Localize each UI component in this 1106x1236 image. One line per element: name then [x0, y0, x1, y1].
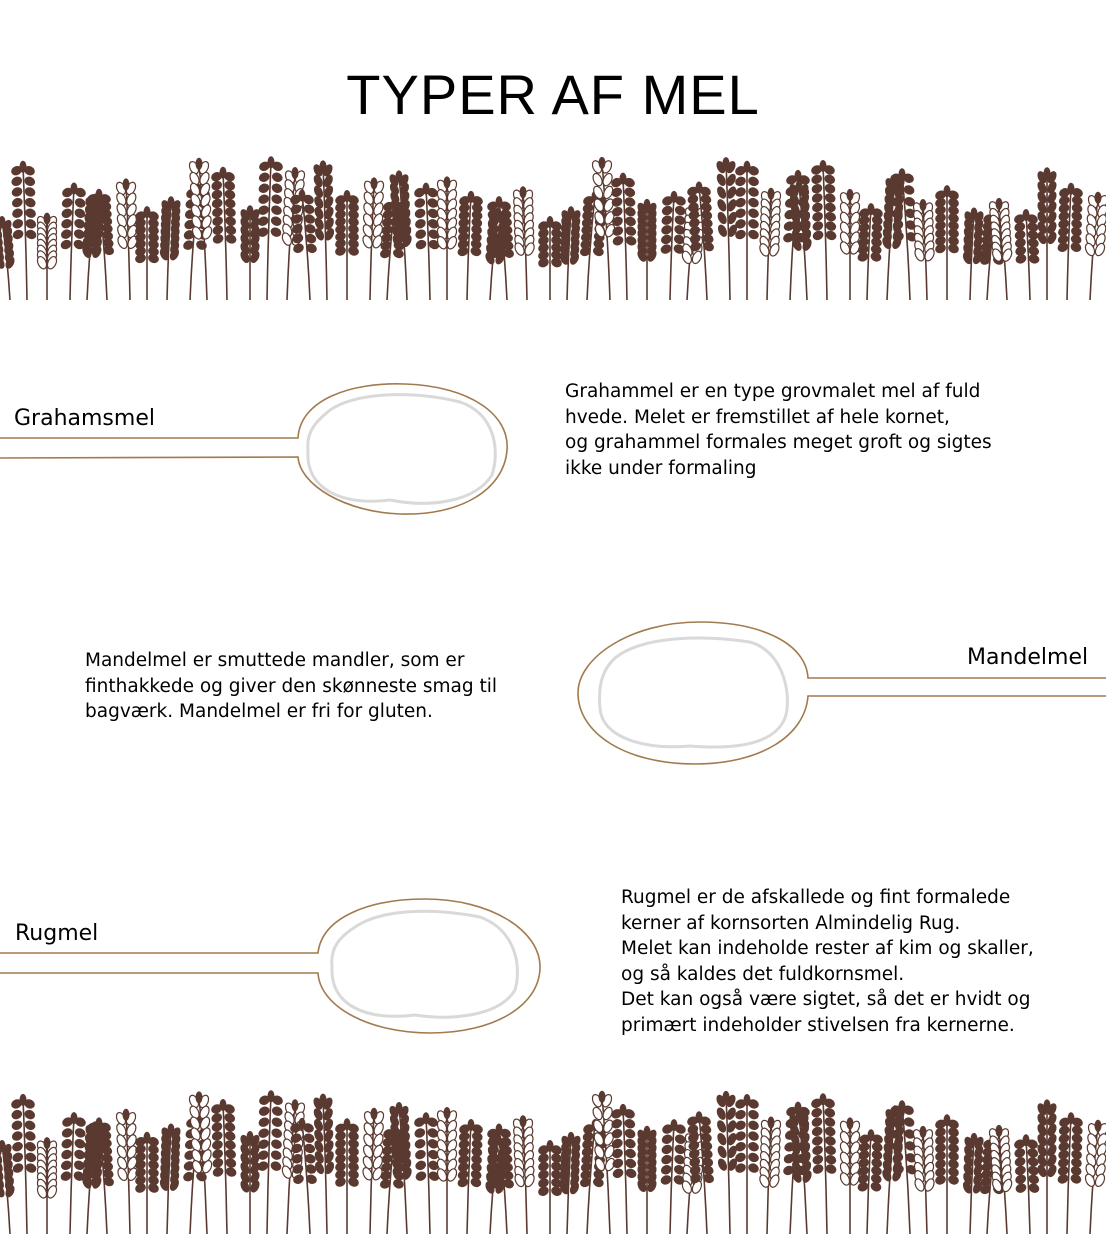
spoon-mandelmel [570, 618, 1106, 772]
flour-description-grahamsmel: Grahammel er en type grovmalet mel af fu… [565, 381, 992, 479]
spoon-rugmel [0, 895, 545, 1037]
spoon-icon [0, 383, 508, 515]
spoon-icon [0, 898, 541, 1034]
wheat-border-top [0, 150, 1106, 310]
spoon-grahamsmel [0, 380, 520, 520]
wheat-border-bottom [0, 1086, 1106, 1236]
wheat-stalks-icon [0, 1090, 1106, 1235]
spoon-icon [577, 621, 1106, 765]
flour-label-rugmel: Rugmel [15, 921, 99, 946]
page-title: TYPER AF MEL [346, 63, 760, 126]
flour-description-mandelmel: Mandelmel er smuttede mandler, som er fi… [85, 650, 498, 722]
flour-label-mandelmel: Mandelmel [967, 645, 1089, 670]
wheat-stalks-icon [0, 156, 1106, 301]
flour-label-grahamsmel: Grahamsmel [14, 406, 155, 431]
flour-description-rugmel: Rugmel er de afskallede og fint formaled… [621, 887, 1034, 1036]
